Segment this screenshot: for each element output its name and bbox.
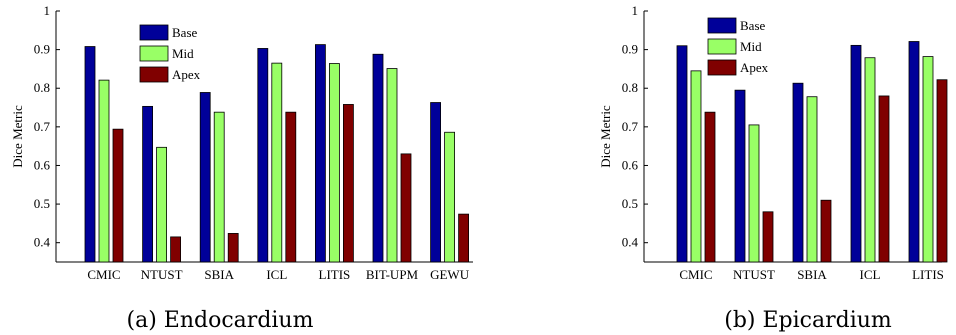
- bar-base-ntust: [734, 89, 746, 263]
- x-tick-label: LITIS: [912, 267, 944, 282]
- bar-mid-bit-upm: [386, 68, 398, 263]
- bar-apex-litis: [342, 104, 354, 263]
- bar-mid-sbia: [806, 96, 818, 263]
- bar-apex-sbia: [820, 199, 832, 263]
- bar-apex-icl: [285, 111, 297, 263]
- y-tick-label: 0.7: [622, 119, 639, 134]
- y-tick-label: 1: [44, 3, 51, 18]
- x-tick-label: SBIA: [797, 267, 827, 282]
- bar-base-icl: [850, 44, 862, 263]
- figure-caption: (a) Endocardium: [127, 308, 314, 333]
- bar-apex-bit-upm: [400, 153, 412, 263]
- bar-apex-icl: [878, 95, 890, 263]
- legend-swatch-mid: [707, 38, 737, 55]
- bar-base-gewu: [430, 102, 442, 263]
- legend-label-base: Base: [740, 18, 766, 33]
- x-tick-label: ICL: [266, 267, 287, 282]
- y-tick-label: 0.8: [622, 80, 638, 95]
- legend-swatch-apex: [139, 66, 169, 83]
- bar-mid-litis: [328, 63, 340, 263]
- bar-mid-sbia: [213, 111, 225, 263]
- bar-apex-cmic: [704, 111, 716, 263]
- x-tick-label: ICL: [860, 267, 881, 282]
- bar-base-ntust: [142, 105, 154, 263]
- x-tick-label: SBIA: [204, 267, 234, 282]
- bar-apex-litis: [936, 79, 948, 263]
- x-tick-label: LITIS: [319, 267, 351, 282]
- bar-apex-gewu: [458, 213, 470, 263]
- legend-label-apex: Apex: [740, 60, 769, 75]
- bar-mid-ntust: [748, 124, 760, 263]
- y-tick-label: 0.9: [34, 42, 50, 57]
- bar-apex-cmic: [112, 128, 124, 263]
- x-tick-label: GEWU: [430, 267, 470, 282]
- bar-mid-icl: [271, 62, 283, 263]
- y-tick-label: 0.6: [34, 157, 51, 172]
- x-tick-label: NTUST: [733, 267, 775, 282]
- bar-mid-icl: [864, 57, 876, 263]
- y-tick-label: 0.7: [34, 119, 51, 134]
- bar-base-cmic: [676, 45, 688, 263]
- y-tick-label: 0.5: [622, 196, 638, 211]
- y-tick-label: 0.6: [622, 157, 639, 172]
- y-tick-label: 0.4: [622, 235, 639, 250]
- y-tick-label: 0.9: [622, 42, 638, 57]
- legend-swatch-apex: [707, 59, 737, 76]
- bar-base-litis: [314, 44, 326, 263]
- y-tick-label: 0.8: [34, 80, 50, 95]
- bar-mid-cmic: [98, 79, 110, 263]
- bar-mid-litis: [922, 56, 934, 263]
- x-tick-label: CMIC: [679, 267, 712, 282]
- bar-apex-ntust: [170, 236, 182, 263]
- chart-endocardium: 0.4 0.5 0.6 0.7 0.8 0.9 1 Dice Metric CMIC NTUST S…: [10, 3, 473, 333]
- y-tick-label: 0.4: [34, 235, 51, 250]
- y-axis-label: Dice Metric: [10, 105, 25, 168]
- bar-base-sbia: [199, 92, 211, 263]
- bar-apex-sbia: [227, 233, 239, 263]
- figure-caption: (b) Epicardium: [724, 308, 892, 333]
- bar-base-icl: [257, 48, 269, 263]
- legend-label-mid: Mid: [172, 46, 194, 61]
- legend-label-base: Base: [172, 25, 198, 40]
- legend-label-apex: Apex: [172, 67, 201, 82]
- y-axis-label: Dice Metric: [598, 105, 613, 168]
- bar-mid-cmic: [690, 70, 702, 263]
- x-tick-label: NTUST: [141, 267, 183, 282]
- bar-base-sbia: [792, 82, 804, 263]
- legend-swatch-base: [139, 24, 169, 41]
- legend-swatch-mid: [139, 45, 169, 62]
- bar-base-cmic: [84, 46, 96, 263]
- bar-mid-gewu: [444, 131, 456, 263]
- bar-base-bit-upm: [372, 53, 384, 263]
- bar-base-litis: [908, 41, 920, 263]
- legend-swatch-base: [707, 17, 737, 34]
- bar-mid-ntust: [156, 146, 168, 263]
- chart-epicardium: 0.4 0.5 0.6 0.7 0.8 0.9 1 Dice Metric CMIC NTUST S…: [598, 3, 948, 333]
- x-tick-label: CMIC: [87, 267, 120, 282]
- x-tick-label: BIT-UPM: [366, 267, 419, 282]
- bar-apex-ntust: [762, 211, 774, 263]
- legend-label-mid: Mid: [740, 39, 762, 54]
- y-tick-label: 1: [632, 3, 639, 18]
- y-tick-label: 0.5: [34, 196, 50, 211]
